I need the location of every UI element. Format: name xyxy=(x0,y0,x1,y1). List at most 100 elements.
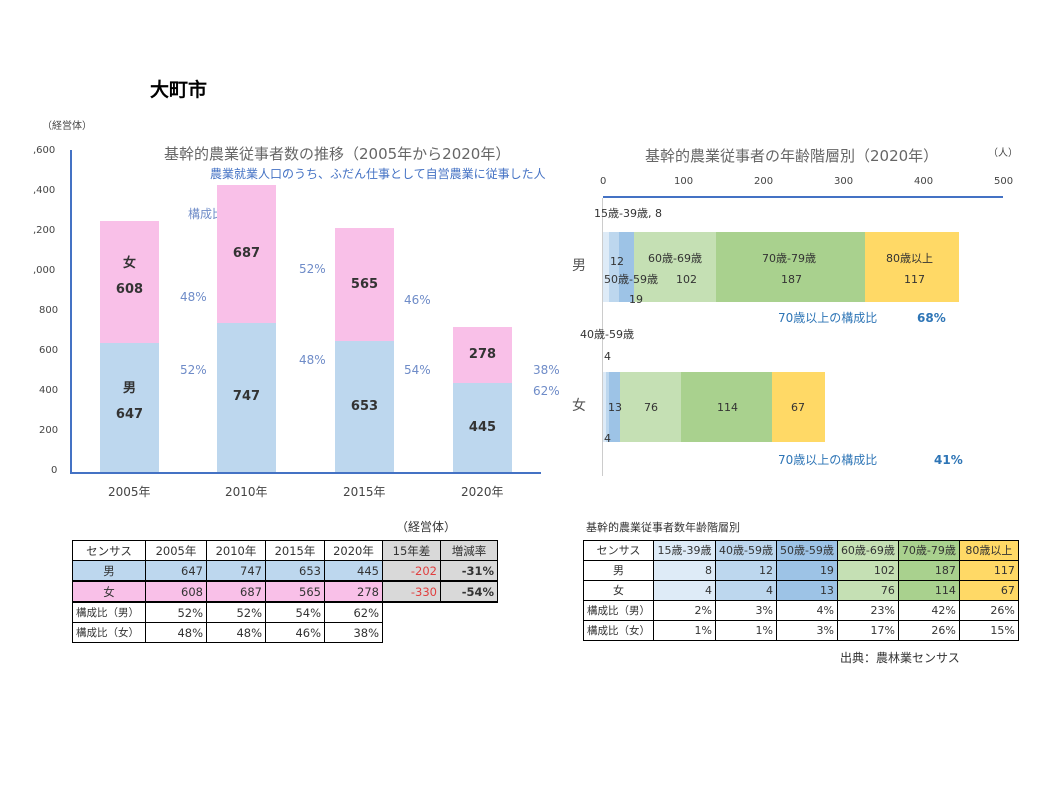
y-axis-line xyxy=(602,198,603,476)
segment-label: 114 xyxy=(717,401,738,414)
y-tick-label: 600 xyxy=(39,345,59,356)
empty-cell xyxy=(441,602,498,623)
segment-label: 67 xyxy=(791,401,805,414)
header-cell: センサス xyxy=(583,540,654,561)
table-cell: 3% xyxy=(775,620,838,641)
table-row: 構成比（男） 2% 3% 4% 23% 42% 26% xyxy=(583,600,1019,621)
table-cell: 54% xyxy=(265,601,325,623)
table-cell: 117 xyxy=(958,560,1019,581)
table-cell: 52% xyxy=(145,601,207,623)
table-row: 構成比（男） 52% 52% 54% 62% xyxy=(72,601,498,623)
header-cell: 2010年 xyxy=(206,540,266,561)
share-male: 54% xyxy=(404,362,431,377)
table-cell: 男 xyxy=(583,560,654,581)
table-cell: 4% xyxy=(775,600,838,621)
header-row: センサス 2005年 2010年 2015年 2020年 15年差 増減率 xyxy=(72,540,498,561)
bar-value-male: 653 xyxy=(350,398,379,414)
table2-title: 基幹的農業従事者数年齢階層別 xyxy=(586,521,740,534)
table-row: 構成比（女） 1% 1% 3% 17% 26% 15% xyxy=(583,620,1019,641)
bar-male xyxy=(217,322,276,472)
segment-label: 15歳-39歳, 8 xyxy=(594,207,662,220)
table-cell: -202 xyxy=(382,560,441,582)
table-cell: 4 xyxy=(653,580,716,601)
bar-segment xyxy=(619,372,681,442)
y-tick-label: 800 xyxy=(39,305,59,316)
bar-value-female: 687 xyxy=(232,245,261,261)
table-cell: 3% xyxy=(715,600,777,621)
table-cell: 8 xyxy=(653,560,716,581)
x-tick-label: 2020年 xyxy=(461,485,504,499)
table-cell: 76 xyxy=(836,580,899,601)
table-cell: 2% xyxy=(653,600,716,621)
x-tick-label: 100 xyxy=(674,176,694,187)
share-male: 52% xyxy=(180,363,207,378)
bar-segment xyxy=(771,372,826,442)
segment-label: 13 xyxy=(608,401,622,414)
segment-label: 80歳以上 xyxy=(886,252,933,265)
table-cell: 26% xyxy=(897,620,960,641)
bar-segment xyxy=(609,232,619,302)
y-axis-unit: （経営体） xyxy=(42,121,92,132)
series-label-female: 女 xyxy=(122,255,136,271)
y-tick-label: ,400 xyxy=(33,185,56,196)
table-cell: 4 xyxy=(715,580,777,601)
header-cell: 増減率 xyxy=(440,540,498,561)
segment-label: 12 xyxy=(610,255,624,268)
annotation-label-male: 70歳以上の構成比 xyxy=(778,311,878,325)
category-female: 女 xyxy=(572,398,586,414)
bar-value-male: 647 xyxy=(115,407,144,423)
annotation-value-male: 68% xyxy=(917,311,946,325)
segment-label: 50歳-59歳 xyxy=(604,273,658,286)
x-axis-unit: （人） xyxy=(988,148,1018,159)
segment-label: 40歳-59歳 xyxy=(580,328,634,341)
bar-segment xyxy=(606,372,610,442)
header-cell: 15歳-39歳 xyxy=(653,540,716,561)
annotation-value-female: 41% xyxy=(934,453,963,467)
header-cell: センサス xyxy=(72,540,146,561)
table-cell: 1% xyxy=(715,620,777,641)
chart-title-age: 基幹的農業従事者の年齢階層別（2020年） xyxy=(645,147,939,165)
table-cell: 445 xyxy=(324,560,383,582)
table-cell: 278 xyxy=(324,580,383,603)
header-cell: 70歳-79歳 xyxy=(897,540,960,561)
share-female: 46% xyxy=(404,292,431,307)
share-male: 62% xyxy=(533,383,560,398)
x-tick-label: 2010年 xyxy=(225,485,268,499)
bar-segment xyxy=(715,232,866,302)
x-tick-label: 200 xyxy=(754,176,774,187)
table-cell: 女 xyxy=(583,580,654,601)
table-cell: 構成比（男） xyxy=(72,601,146,623)
table-cell: 565 xyxy=(265,580,325,603)
x-tick-label: 500 xyxy=(994,176,1014,187)
y-tick-label: ,600 xyxy=(33,145,56,156)
bar-segment xyxy=(865,232,959,302)
x-tick-label: 2015年 xyxy=(343,485,386,499)
segment-label: 187 xyxy=(781,273,802,286)
table-cell: 38% xyxy=(324,622,383,643)
table-cell: 747 xyxy=(206,560,266,582)
table-cell: 23% xyxy=(836,600,899,621)
header-cell: 2015年 xyxy=(265,540,325,561)
table-cell: 67 xyxy=(958,580,1019,601)
chart-subtitle: 農業就業人口のうち、ふだん仕事として自営農業に従事した人 xyxy=(210,167,546,181)
x-tick-label: 400 xyxy=(914,176,934,187)
segment-label: 60歳-69歳 xyxy=(648,252,702,265)
chart-title: 基幹的農業従事者数の推移（2005年から2020年） xyxy=(164,145,511,163)
annotation-label-female: 70歳以上の構成比 xyxy=(778,453,878,467)
table-cell: 653 xyxy=(265,560,325,582)
bar-female xyxy=(453,327,512,383)
table-cell: 48% xyxy=(145,622,207,643)
table-cell: -330 xyxy=(382,580,441,603)
table-cell: 48% xyxy=(206,622,266,643)
segment-label: 76 xyxy=(644,401,658,414)
y-tick-label: 400 xyxy=(39,385,59,396)
bar-segment xyxy=(603,232,610,302)
table-cell: 46% xyxy=(265,622,325,643)
x-axis-line xyxy=(603,196,1003,198)
header-row: センサス 15歳-39歳 40歳-59歳 50歳-59歳 60歳-69歳 70歳-79歳 8… xyxy=(583,540,1019,561)
share-female: 48% xyxy=(180,289,207,304)
category-male: 男 xyxy=(572,258,586,274)
bar-segment xyxy=(680,372,772,442)
bar-female xyxy=(217,185,276,323)
